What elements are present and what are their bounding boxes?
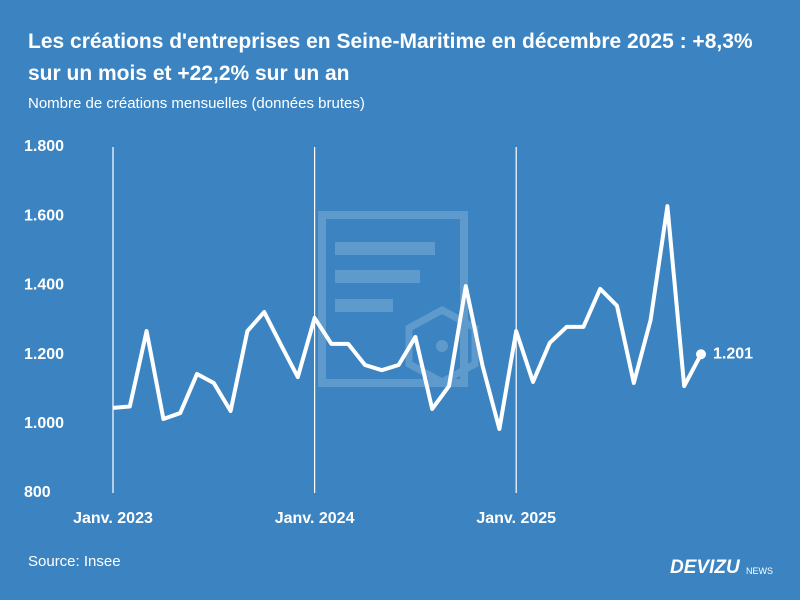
y-tick-label: 1.800 (24, 138, 64, 155)
source: Source: Insee (28, 553, 121, 570)
x-tick-label: Janv. 2023 (73, 510, 153, 527)
end-point (696, 349, 706, 360)
x-tick-label: Janv. 2025 (476, 510, 556, 527)
y-tick-label: 1.200 (24, 346, 64, 363)
brand-suffix: NEWS (746, 566, 773, 576)
brand: DEVIZU (670, 557, 740, 578)
value-label: 1.201 (713, 345, 753, 362)
line (112, 204, 703, 431)
x-tick-label: Janv. 2024 (275, 510, 355, 527)
chart-title: Les créations d'entreprises en Seine-Mar… (28, 30, 753, 85)
y-tick-label: 800 (24, 484, 51, 501)
y-tick-label: 1.600 (24, 207, 64, 224)
y-tick-label: 1.400 (24, 277, 64, 294)
chart-subtitle: Nombre de créations mensuelles (données … (28, 95, 365, 112)
y-tick-label: 1.000 (24, 415, 64, 432)
